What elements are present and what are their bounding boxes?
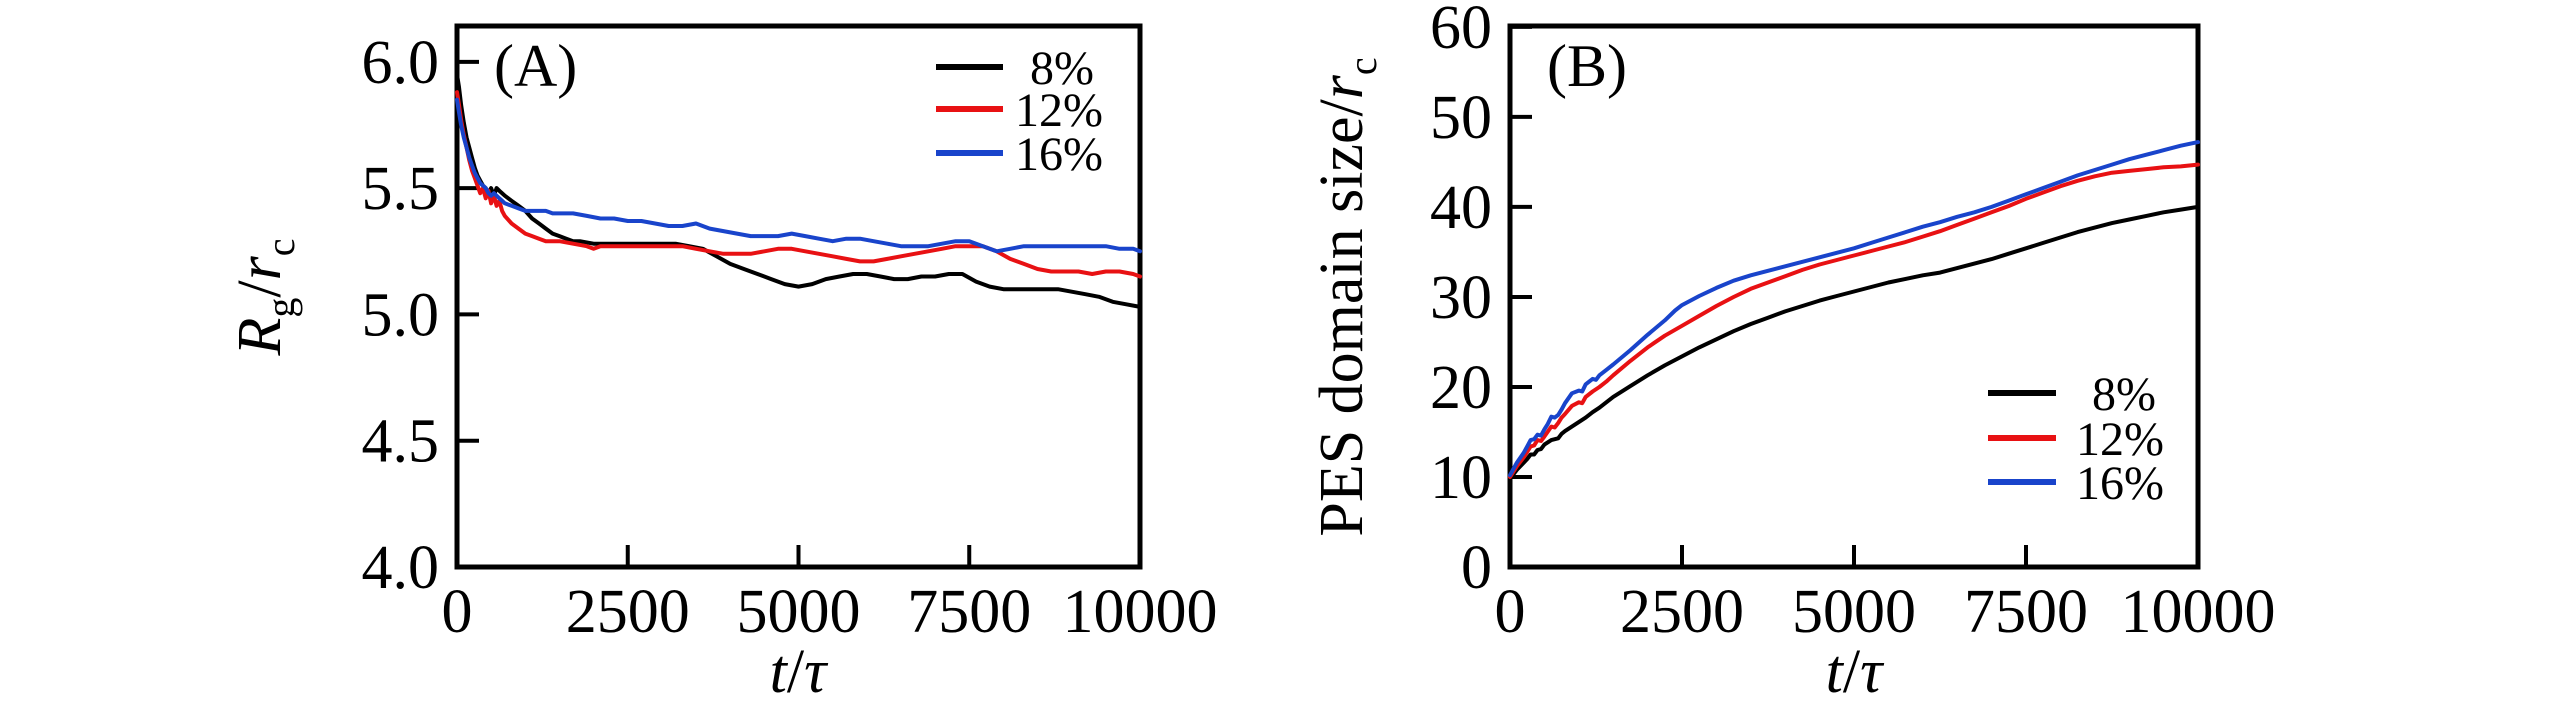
y-tick-label: 30 <box>1430 264 1492 332</box>
y-tick-label: 5.5 <box>362 155 440 223</box>
y-tick-label: 6.0 <box>362 29 440 97</box>
x-tick-label: 2500 <box>1620 578 1744 646</box>
series-line-12pct <box>1508 162 2200 479</box>
series-line-16pct <box>1508 140 2200 478</box>
x-tick-label: 0 <box>442 578 473 646</box>
legend-label: 16% <box>2076 457 2164 510</box>
y-tick-label: 40 <box>1430 174 1492 242</box>
label-segment: r <box>1308 74 1376 99</box>
legend-label: 16% <box>1015 128 1103 181</box>
y-tick-label: 4.5 <box>362 408 440 476</box>
y-tick-label: 60 <box>1430 0 1492 62</box>
legend-label: 12% <box>1015 84 1103 137</box>
panel-label: (A) <box>494 33 577 99</box>
label-segment: c <box>258 238 303 256</box>
y-tick-label: 10 <box>1430 444 1492 512</box>
legend: 8%12%16% <box>936 42 1103 181</box>
legend-label: 8% <box>2092 368 2156 421</box>
x-axis-title: t/τ <box>770 638 829 706</box>
x-tick-label: 5000 <box>1792 578 1916 646</box>
label-segment: / <box>1843 638 1861 706</box>
y-tick-label: 20 <box>1430 354 1492 422</box>
y-axis-title: Rg/rc <box>226 238 303 356</box>
label-segment: t <box>1826 638 1845 706</box>
label-segment: g <box>258 298 303 318</box>
series-line-8pct <box>1508 204 2200 481</box>
x-tick-label: 10000 <box>1063 578 1218 646</box>
y-axis-title: PES domain size/rc <box>1308 57 1385 536</box>
label-segment: PES domain size/ <box>1308 98 1376 536</box>
label-segment: τ <box>1860 638 1885 706</box>
series-line-16pct <box>455 97 1142 254</box>
label-segment: t <box>770 638 789 706</box>
x-tick-label: 5000 <box>737 578 861 646</box>
legend-label: 8% <box>1030 42 1094 95</box>
x-tick-label: 0 <box>1495 578 1526 646</box>
x-axis-title: t/τ <box>1826 638 1885 706</box>
x-tick-label: 7500 <box>1964 578 2088 646</box>
label-segment: / <box>226 280 294 298</box>
x-tick-label: 2500 <box>566 578 690 646</box>
y-tick-label: 4.0 <box>362 534 440 602</box>
panel-label: (B) <box>1547 33 1627 99</box>
label-segment: r <box>226 255 294 280</box>
label-segment: c <box>1340 57 1385 75</box>
x-tick-label: 10000 <box>2121 578 2276 646</box>
y-tick-label: 50 <box>1430 84 1492 152</box>
label-segment: / <box>787 638 805 706</box>
label-segment: τ <box>804 638 829 706</box>
y-tick-label: 0 <box>1461 534 1492 602</box>
x-tick-label: 7500 <box>907 578 1031 646</box>
y-tick-label: 5.0 <box>362 281 440 349</box>
legend: 8%12%16% <box>1988 368 2164 510</box>
label-segment: R <box>226 318 294 357</box>
legend-label: 12% <box>2076 413 2164 466</box>
